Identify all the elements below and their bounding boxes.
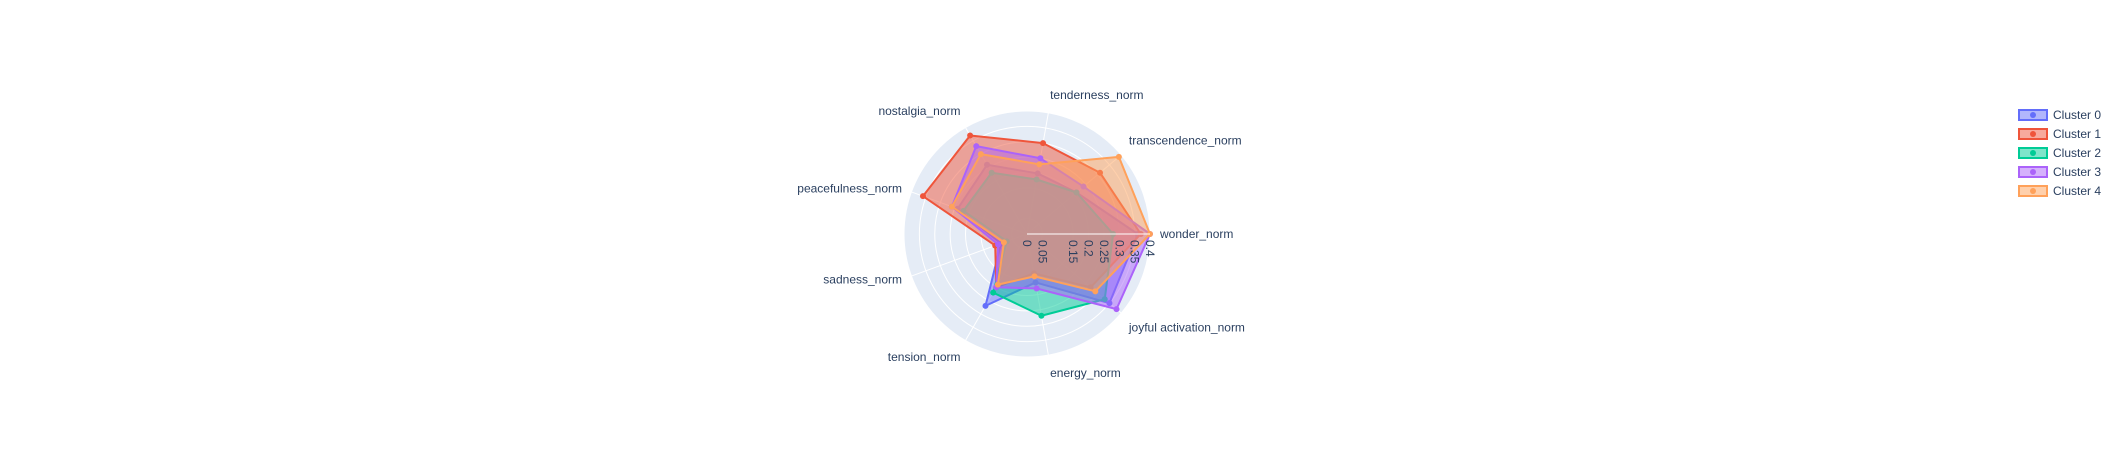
radial-tick-label: 0.05 xyxy=(1035,240,1049,264)
data-point[interactable] xyxy=(1031,273,1038,280)
angular-label: tension_norm xyxy=(888,350,961,364)
data-point[interactable] xyxy=(1092,288,1099,295)
series-area xyxy=(950,153,1151,293)
data-point[interactable] xyxy=(977,151,984,158)
legend-item[interactable]: Cluster 4 xyxy=(2018,184,2101,198)
radial-tick-label: 0.3 xyxy=(1112,240,1126,257)
legend-label: Cluster 4 xyxy=(2053,184,2101,198)
data-point[interactable] xyxy=(919,193,926,200)
legend-label: Cluster 0 xyxy=(2053,108,2101,122)
angular-label: energy_norm xyxy=(1050,366,1121,380)
angular-label: transcendence_norm xyxy=(1129,134,1242,148)
data-point[interactable] xyxy=(990,289,997,296)
legend-label: Cluster 3 xyxy=(2053,165,2101,179)
legend-item[interactable]: Cluster 0 xyxy=(2018,108,2101,122)
series-traces xyxy=(919,132,1153,319)
legend-marker xyxy=(2030,169,2036,175)
legend-marker xyxy=(2030,112,2036,118)
legend[interactable]: Cluster 0 Cluster 1 Cluster 2 Cluster 3 Clus… xyxy=(2018,108,2101,198)
radial-tick-label: 0.4 xyxy=(1143,240,1157,257)
data-point[interactable] xyxy=(1038,312,1045,319)
data-point[interactable] xyxy=(973,143,980,150)
data-point[interactable] xyxy=(1037,155,1044,162)
legend-marker xyxy=(2030,150,2036,156)
legend-label: Cluster 1 xyxy=(2053,127,2101,141)
data-point[interactable] xyxy=(1113,306,1120,313)
data-point[interactable] xyxy=(995,241,1002,248)
angular-label: wonder_norm xyxy=(1159,227,1233,241)
angular-axis-labels: wonder_norm transcendence_norm tenderness_… xyxy=(797,88,1245,380)
legend-item[interactable]: Cluster 3 xyxy=(2018,165,2101,179)
angular-label: tenderness_norm xyxy=(1050,88,1143,102)
angular-label: sadness_norm xyxy=(823,272,902,286)
radial-tick-label: 0 xyxy=(1020,240,1034,247)
data-point[interactable] xyxy=(1115,153,1122,160)
data-point[interactable] xyxy=(967,132,974,139)
data-point[interactable] xyxy=(1036,161,1043,168)
series-4 xyxy=(948,151,1153,295)
data-point[interactable] xyxy=(1000,239,1007,246)
radial-tick-label: 0.2 xyxy=(1082,240,1096,257)
angular-label: nostalgia_norm xyxy=(878,104,960,118)
data-point[interactable] xyxy=(1040,140,1047,147)
data-point[interactable] xyxy=(948,203,955,210)
radial-tick-label: 0.15 xyxy=(1066,240,1080,264)
data-point[interactable] xyxy=(982,302,989,309)
radial-tick-label: 0.25 xyxy=(1097,240,1111,264)
legend-item[interactable]: Cluster 2 xyxy=(2018,146,2101,160)
legend-label: Cluster 2 xyxy=(2053,146,2101,160)
data-point[interactable] xyxy=(1033,285,1040,292)
angular-label: peacefulness_norm xyxy=(797,182,902,196)
angular-label: joyful activation_norm xyxy=(1128,320,1245,334)
legend-item[interactable]: Cluster 1 xyxy=(2018,127,2101,141)
data-point[interactable] xyxy=(994,281,1001,288)
legend-marker xyxy=(2030,131,2036,137)
radial-axis: 0 0.05 0.15 0.2 0.25 0.3 0.35 0.4 xyxy=(1020,233,1157,264)
radial-tick-label: 0.35 xyxy=(1128,240,1142,264)
legend-marker xyxy=(2030,188,2036,194)
